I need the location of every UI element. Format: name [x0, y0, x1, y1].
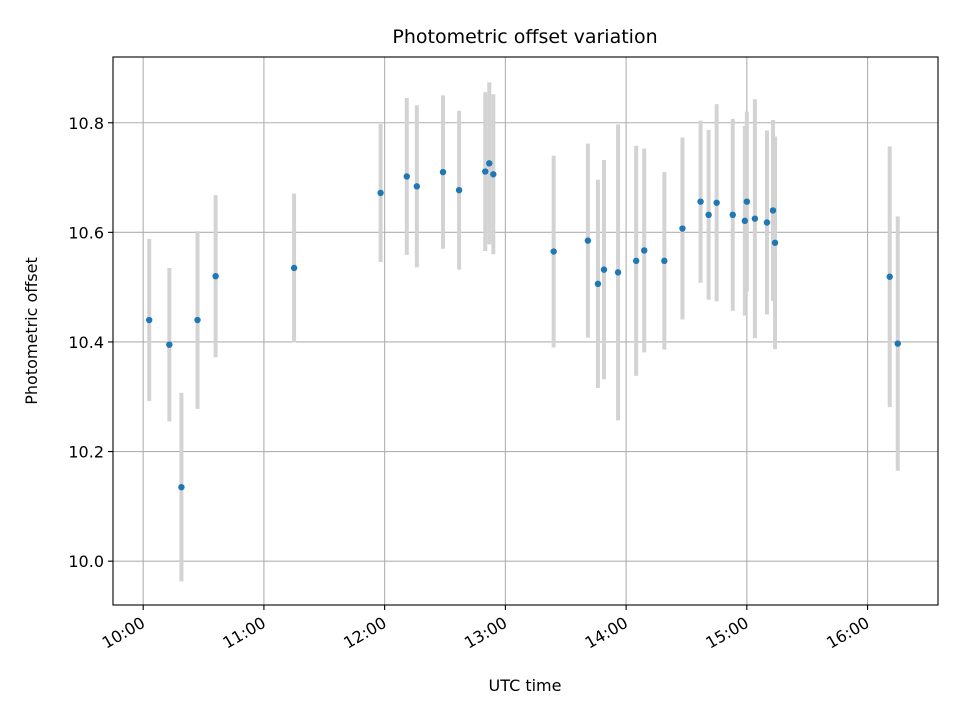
- chart-title: Photometric offset variation: [392, 26, 657, 48]
- grid: [113, 57, 938, 605]
- y-tick-label: 10.4: [68, 333, 104, 352]
- data-point: [729, 211, 736, 219]
- y-tick-label: 10.2: [68, 443, 104, 462]
- data-point: [632, 257, 640, 265]
- data-point: [212, 273, 219, 280]
- data-point: [614, 269, 622, 276]
- data-point: [194, 316, 201, 324]
- data-point: [641, 247, 648, 254]
- data-point: [413, 183, 421, 190]
- data-point: [403, 173, 410, 180]
- x-tick-label: 12:00: [340, 613, 389, 653]
- y-axis-label: Photometric offset: [22, 257, 41, 405]
- data-point: [584, 237, 592, 244]
- y-tick-label: 10.6: [68, 223, 104, 242]
- data-point: [550, 248, 557, 255]
- data-points: [146, 160, 901, 491]
- x-tick-label: 10:00: [99, 613, 148, 653]
- y-axis-ticks: 10.0 10.2 10.4 10.6 10.8: [68, 114, 113, 571]
- y-tick-label: 10.8: [68, 114, 104, 133]
- x-axis-ticks: 10:00 11:00 12:00 13:00 14:00 15:00 16:00: [99, 605, 873, 653]
- data-point: [697, 198, 704, 205]
- data-point: [771, 239, 779, 246]
- data-point: [886, 273, 893, 280]
- data-point: [769, 207, 777, 214]
- data-point: [377, 189, 384, 197]
- data-point: [439, 168, 447, 176]
- data-point: [290, 264, 298, 272]
- x-axis-label: UTC time: [489, 676, 562, 695]
- data-point: [763, 219, 771, 226]
- x-tick-label: 15:00: [702, 613, 751, 653]
- data-point: [661, 257, 668, 265]
- data-point: [594, 280, 602, 288]
- data-point: [713, 199, 720, 206]
- x-tick-label: 11:00: [219, 613, 268, 653]
- data-point: [455, 186, 463, 194]
- data-point: [146, 316, 153, 324]
- x-tick-label: 14:00: [582, 613, 631, 653]
- y-tick-label: 10.0: [68, 552, 104, 571]
- x-tick-label: 13:00: [461, 613, 510, 653]
- plot-frame: [112, 56, 939, 606]
- data-point: [490, 171, 497, 178]
- data-point: [482, 168, 489, 175]
- data-point: [178, 483, 185, 491]
- data-point: [679, 225, 686, 232]
- data-point: [751, 215, 759, 222]
- data-point: [705, 211, 712, 219]
- errorbars: [147, 82, 900, 582]
- data-point: [894, 340, 901, 347]
- x-tick-label: 16:00: [823, 613, 872, 653]
- data-point: [166, 341, 173, 348]
- data-point: [743, 198, 751, 205]
- data-point: [486, 160, 493, 167]
- data-point: [741, 217, 749, 225]
- data-point: [600, 266, 608, 273]
